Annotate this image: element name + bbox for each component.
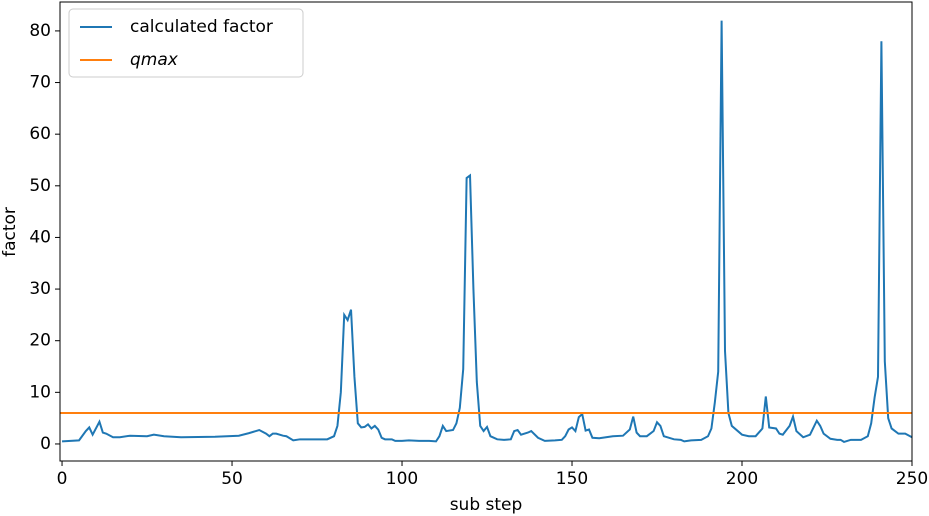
x-tick-label: 100 (386, 469, 418, 489)
y-tick-label: 80 (29, 21, 51, 41)
x-tick-label: 250 (896, 469, 928, 489)
legend-box (68, 8, 304, 78)
plot-frame (59, 1, 913, 462)
x-axis-label: sub step (450, 495, 523, 515)
legend: calculated factor qmax (68, 8, 304, 78)
y-tick-label: 10 (29, 382, 51, 402)
x-tick-label: 0 (57, 469, 68, 489)
legend-label: qmax (130, 50, 179, 70)
x-tick-label: 200 (726, 469, 758, 489)
legend-label: calculated factor (130, 17, 273, 37)
y-tick-label: 40 (29, 227, 51, 247)
x-tick-label: 150 (556, 469, 588, 489)
x-tick-label: 50 (221, 469, 243, 489)
series-line (61, 20, 912, 443)
y-tick-label: 0 (40, 434, 51, 454)
y-tick-label: 70 (29, 73, 51, 93)
y-tick-label: 30 (29, 279, 51, 299)
y-tick-label: 20 (29, 331, 51, 351)
y-tick-label: 60 (29, 124, 51, 144)
y-tick-label: 50 (29, 176, 51, 196)
y-axis-label: factor (0, 207, 20, 257)
